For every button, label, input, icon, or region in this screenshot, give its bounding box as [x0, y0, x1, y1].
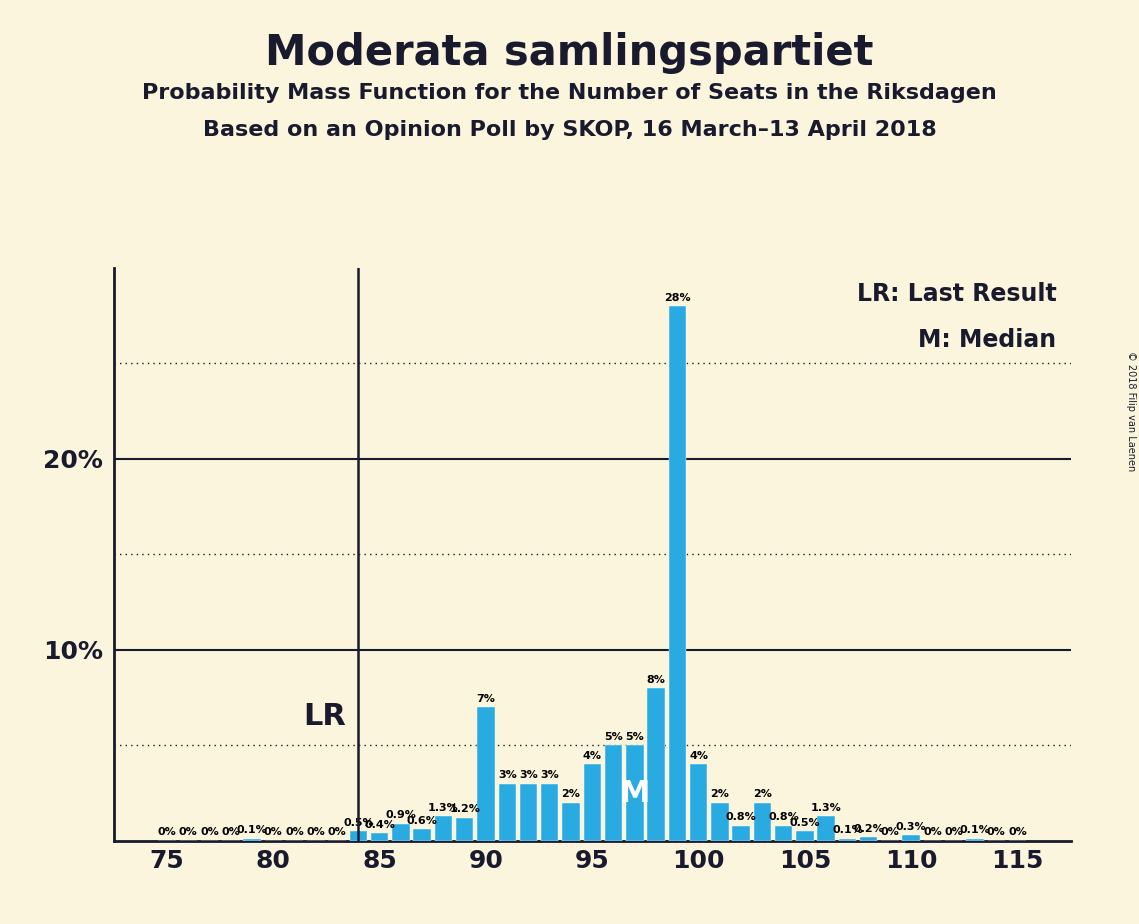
- Bar: [392, 823, 410, 841]
- Text: 0.1%: 0.1%: [960, 825, 990, 835]
- Bar: [563, 803, 580, 841]
- Bar: [902, 835, 920, 841]
- Bar: [711, 803, 729, 841]
- Text: 0%: 0%: [264, 827, 282, 837]
- Text: Probability Mass Function for the Number of Seats in the Riksdagen: Probability Mass Function for the Number…: [142, 83, 997, 103]
- Bar: [818, 816, 835, 841]
- Text: 0%: 0%: [880, 827, 900, 837]
- Text: 4%: 4%: [583, 751, 601, 761]
- Bar: [477, 707, 494, 841]
- Text: 2%: 2%: [753, 789, 772, 799]
- Text: 0%: 0%: [328, 827, 346, 837]
- Bar: [626, 746, 644, 841]
- Text: 0%: 0%: [306, 827, 326, 837]
- Text: 2%: 2%: [711, 789, 729, 799]
- Text: 4%: 4%: [689, 751, 708, 761]
- Text: 0.2%: 0.2%: [853, 823, 884, 833]
- Bar: [860, 837, 877, 841]
- Bar: [350, 832, 367, 841]
- Bar: [583, 764, 601, 841]
- Text: © 2018 Filip van Laenen: © 2018 Filip van Laenen: [1126, 351, 1136, 471]
- Text: 0%: 0%: [986, 827, 1006, 837]
- Bar: [796, 832, 813, 841]
- Bar: [605, 746, 622, 841]
- Text: 0%: 0%: [1008, 827, 1027, 837]
- Text: 3%: 3%: [540, 770, 559, 780]
- Text: 0.4%: 0.4%: [364, 820, 395, 830]
- Text: 0%: 0%: [200, 827, 219, 837]
- Text: 8%: 8%: [647, 675, 665, 685]
- Bar: [966, 839, 984, 841]
- Text: 0%: 0%: [221, 827, 240, 837]
- Text: 0%: 0%: [944, 827, 964, 837]
- Text: 0.1%: 0.1%: [237, 825, 268, 835]
- Bar: [435, 816, 452, 841]
- Text: 3%: 3%: [519, 770, 538, 780]
- Text: LR: LR: [303, 702, 345, 731]
- Text: 0.3%: 0.3%: [896, 821, 926, 832]
- Text: Based on an Opinion Poll by SKOP, 16 March–13 April 2018: Based on an Opinion Poll by SKOP, 16 Mar…: [203, 120, 936, 140]
- Text: LR: Last Result: LR: Last Result: [857, 283, 1056, 306]
- Text: 0%: 0%: [285, 827, 304, 837]
- Bar: [413, 830, 431, 841]
- Bar: [647, 688, 665, 841]
- Text: 0.6%: 0.6%: [407, 816, 437, 826]
- Text: 28%: 28%: [664, 293, 690, 303]
- Text: M: M: [620, 779, 650, 808]
- Bar: [669, 306, 686, 841]
- Text: 0%: 0%: [157, 827, 177, 837]
- Bar: [519, 784, 538, 841]
- Text: 1.2%: 1.2%: [449, 805, 481, 814]
- Bar: [754, 803, 771, 841]
- Text: 0.8%: 0.8%: [726, 812, 756, 822]
- Bar: [456, 818, 474, 841]
- Text: 5%: 5%: [625, 732, 645, 742]
- Text: 1.3%: 1.3%: [428, 803, 459, 812]
- Text: M: Median: M: Median: [918, 328, 1056, 352]
- Text: 1.3%: 1.3%: [811, 803, 842, 812]
- Text: 7%: 7%: [476, 694, 495, 704]
- Text: 0%: 0%: [179, 827, 198, 837]
- Text: 0.1%: 0.1%: [833, 825, 862, 835]
- Bar: [371, 833, 388, 841]
- Bar: [499, 784, 516, 841]
- Text: 0.8%: 0.8%: [769, 812, 798, 822]
- Text: 0.9%: 0.9%: [385, 810, 417, 821]
- Text: Moderata samlingspartiet: Moderata samlingspartiet: [265, 32, 874, 74]
- Bar: [541, 784, 558, 841]
- Text: 0.5%: 0.5%: [789, 818, 820, 828]
- Bar: [775, 825, 793, 841]
- Text: 0%: 0%: [923, 827, 942, 837]
- Text: 0.5%: 0.5%: [343, 818, 374, 828]
- Text: 2%: 2%: [562, 789, 581, 799]
- Bar: [838, 839, 857, 841]
- Text: 3%: 3%: [498, 770, 517, 780]
- Bar: [690, 764, 707, 841]
- Bar: [732, 825, 749, 841]
- Bar: [244, 839, 261, 841]
- Text: 5%: 5%: [604, 732, 623, 742]
